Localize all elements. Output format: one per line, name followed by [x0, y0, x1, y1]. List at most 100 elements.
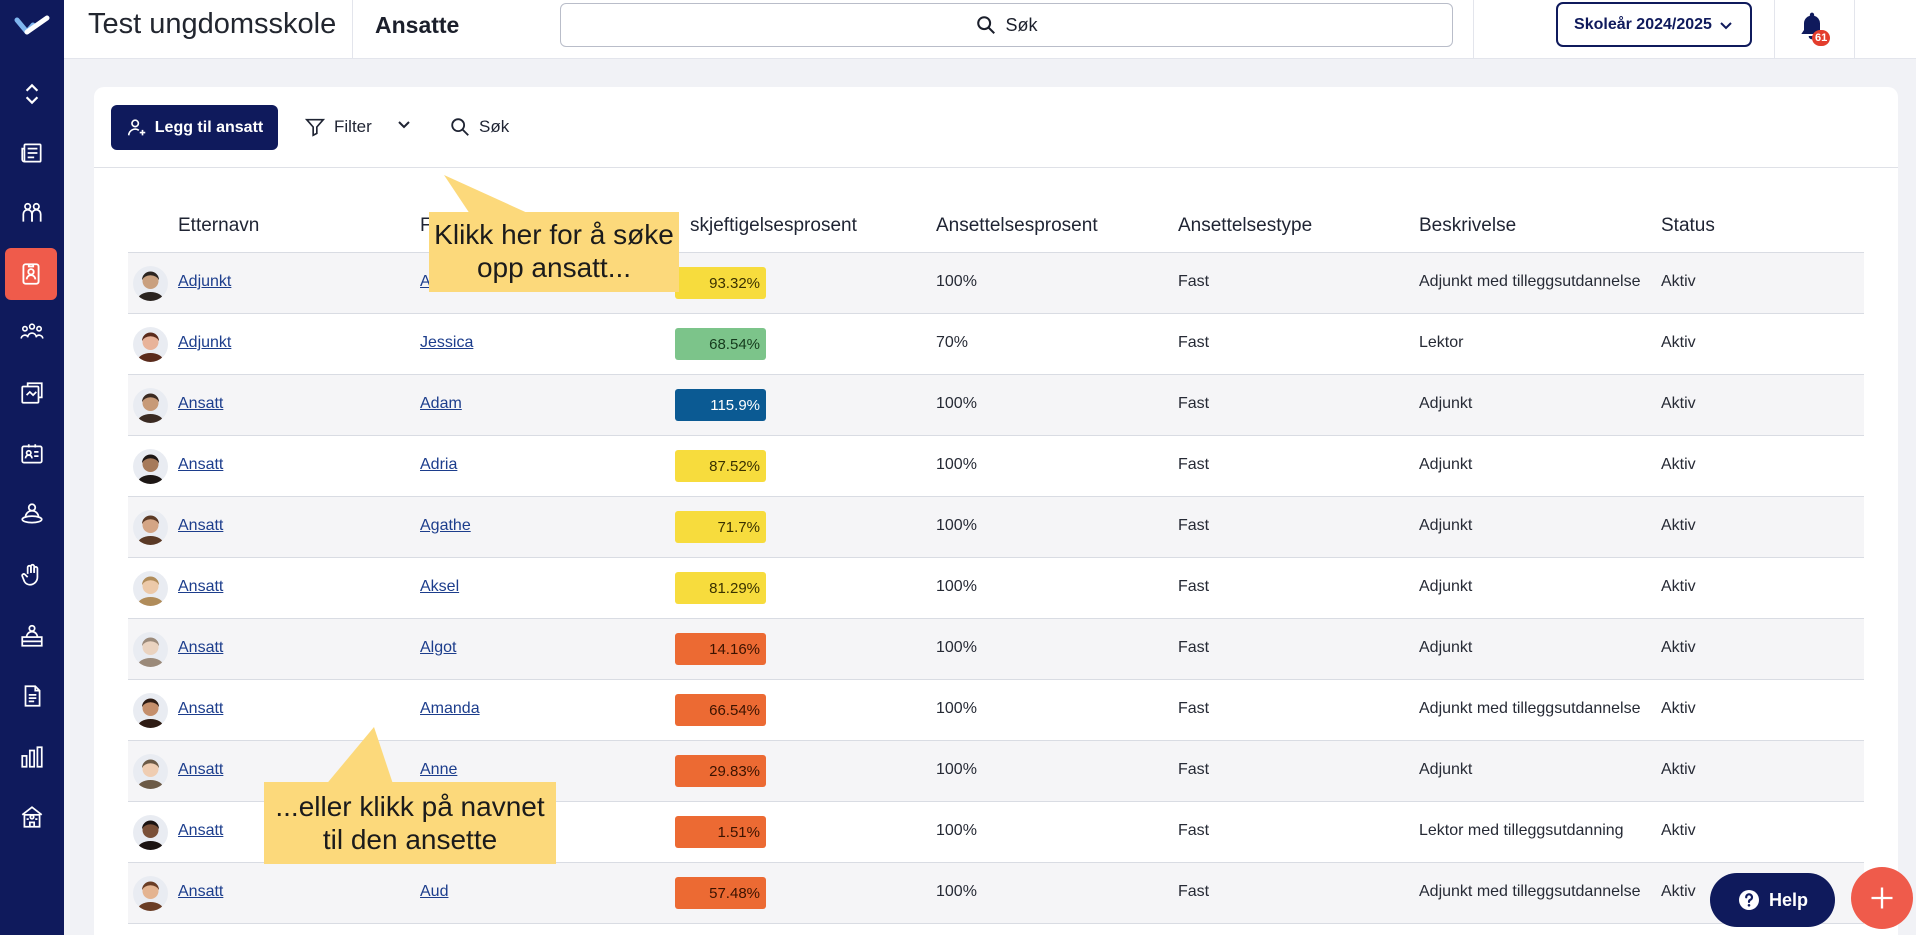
column-header-type[interactable]: Ansettelsestype [1178, 215, 1313, 236]
employment-percent-badge: 57.48% [675, 877, 766, 909]
name-hint-callout: ...eller klikk på navnet til den ansette [264, 782, 556, 864]
employee-description: Adjunkt med tilleggsutdannelse [1419, 700, 1641, 717]
top-header: Test ungdomsskole Ansatte Søk Skoleår 20… [64, 0, 1916, 59]
column-header-last-name[interactable]: Etternavn [178, 215, 260, 236]
employee-description: Adjunkt med tilleggsutdannelse [1419, 883, 1641, 900]
last-name-link[interactable]: Ansatt [178, 517, 224, 534]
position-percent: 100% [936, 639, 977, 656]
first-name-link[interactable]: Aksel [420, 578, 460, 595]
column-header-position-pct[interactable]: Ansettelsesprosent [936, 215, 1098, 236]
employment-type: Fast [1178, 761, 1210, 778]
last-name-link[interactable]: Ansatt [178, 578, 224, 595]
employee-avatar [133, 876, 168, 911]
first-name-link[interactable]: Amanda [420, 700, 480, 717]
people-group-icon[interactable] [12, 193, 52, 233]
person-stand-icon[interactable] [12, 494, 52, 534]
employee-avatar [133, 632, 168, 667]
employee-description: Adjunkt [1419, 456, 1473, 473]
employee-status: Aktiv [1661, 883, 1696, 900]
employment-type: Fast [1178, 578, 1210, 595]
position-percent: 100% [936, 761, 977, 778]
employee-status: Aktiv [1661, 395, 1696, 412]
first-name-link[interactable]: Aud [420, 883, 449, 900]
newspaper-icon[interactable] [12, 133, 52, 173]
position-percent: 100% [936, 700, 977, 717]
first-name-link[interactable]: Agathe [420, 517, 471, 534]
first-name-link[interactable]: Jessica [420, 334, 474, 351]
question-circle-icon [1738, 890, 1759, 910]
table-row: Ansatt Algot 14.16% 100% Fast Adjunkt Aktiv [128, 619, 1864, 680]
employee-status: Aktiv [1661, 700, 1696, 717]
employment-type: Fast [1178, 456, 1210, 473]
header-divider [352, 0, 353, 59]
first-name-link[interactable]: Adria [420, 456, 458, 473]
puzzle-icon[interactable] [12, 373, 52, 413]
last-name-link[interactable]: Ansatt [178, 761, 224, 778]
document-icon[interactable] [12, 676, 52, 716]
column-header-status[interactable]: Status [1661, 215, 1715, 236]
employee-status: Aktiv [1661, 456, 1696, 473]
employee-avatar [133, 693, 168, 728]
position-percent: 100% [936, 822, 977, 839]
last-name-link[interactable]: Ansatt [178, 700, 224, 717]
callout-pointer [324, 727, 394, 787]
column-header-first-name[interactable]: F [420, 215, 432, 236]
employee-status: Aktiv [1661, 761, 1696, 778]
last-name-link[interactable]: Ansatt [178, 883, 224, 900]
employment-type: Fast [1178, 517, 1210, 534]
last-name-link[interactable]: Ansatt [178, 395, 224, 412]
last-name-link[interactable]: Ansatt [178, 822, 224, 839]
employee-avatar [133, 754, 168, 789]
filter-button[interactable]: Filter [304, 107, 372, 147]
employee-status: Aktiv [1661, 334, 1696, 351]
employee-status: Aktiv [1661, 517, 1696, 534]
employee-avatar [133, 388, 168, 423]
id-card-icon[interactable] [12, 434, 52, 474]
employee-avatar [133, 449, 168, 484]
employment-type: Fast [1178, 700, 1210, 717]
add-employee-button[interactable]: Legg til ansatt [111, 105, 278, 150]
notifications-button[interactable]: 61 [1794, 6, 1834, 46]
collapse-toggle-icon[interactable] [12, 74, 52, 114]
help-button[interactable]: Help [1710, 873, 1835, 927]
global-search-input[interactable]: Søk [560, 3, 1453, 47]
bar-chart-icon[interactable] [12, 737, 52, 777]
first-name-link[interactable]: Adam [420, 395, 462, 412]
first-name-link[interactable]: Algot [420, 639, 457, 656]
add-fab-button[interactable] [1851, 867, 1913, 929]
employee-status: Aktiv [1661, 578, 1696, 595]
chevron-down-icon[interactable] [394, 115, 414, 135]
employee-avatar [133, 510, 168, 545]
table-row: Ansatt Aksel 81.29% 100% Fast Adjunkt Aktiv [128, 558, 1864, 619]
employee-avatar [133, 815, 168, 850]
last-name-link[interactable]: Ansatt [178, 639, 224, 656]
search-hint-line-1: Klikk her for å søke [434, 219, 674, 250]
position-percent: 100% [936, 517, 977, 534]
community-icon[interactable] [12, 312, 52, 352]
plus-icon [1871, 887, 1893, 909]
school-name: Test ungdomsskole [88, 8, 337, 40]
column-header-employment-pct[interactable]: skjeftigelsesprosent [690, 215, 857, 236]
table-row: Ansatt 1.51% 100% Fast Lektor med tilleggsut… [128, 802, 1864, 863]
employee-status: Aktiv [1661, 639, 1696, 656]
employment-type: Fast [1178, 395, 1210, 412]
position-percent: 100% [936, 883, 977, 900]
app-logo-icon[interactable] [14, 12, 50, 40]
table-search-button[interactable]: Søk [449, 107, 509, 147]
last-name-link[interactable]: Adjunkt [178, 334, 232, 351]
column-header-description[interactable]: Beskrivelse [1419, 215, 1517, 236]
last-name-link[interactable]: Ansatt [178, 456, 224, 473]
first-name-link[interactable]: A [420, 273, 431, 290]
first-name-link[interactable]: Anne [420, 761, 458, 778]
employee-description: Adjunkt [1419, 761, 1473, 778]
school-year-select[interactable]: Skoleår 2024/2025 [1556, 2, 1752, 47]
last-name-link[interactable]: Adjunkt [178, 273, 232, 290]
desk-icon[interactable] [12, 616, 52, 656]
employee-avatar [133, 266, 168, 301]
employees-badge-icon[interactable] [5, 248, 57, 300]
employment-percent-badge: 115.9% [675, 389, 766, 421]
employee-avatar [133, 571, 168, 606]
employment-percent-badge: 68.54% [675, 328, 766, 360]
school-building-icon[interactable] [12, 797, 52, 837]
hand-raise-icon[interactable] [12, 555, 52, 595]
